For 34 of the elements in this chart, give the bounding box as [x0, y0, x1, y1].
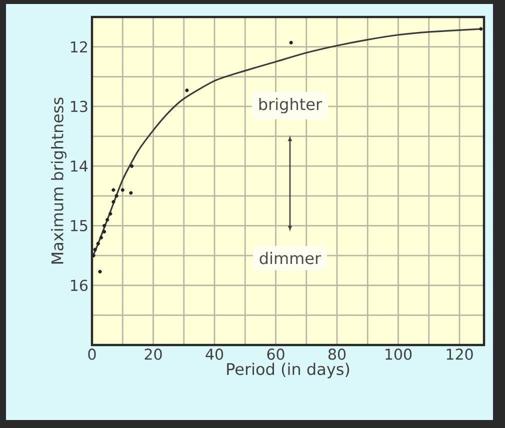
y-tick-label: 13 — [71, 100, 88, 112]
point — [479, 27, 483, 31]
point — [130, 164, 134, 168]
point — [98, 270, 102, 274]
point — [92, 254, 96, 258]
point — [289, 40, 293, 44]
y-tick-label: 15 — [71, 220, 88, 232]
point — [106, 218, 110, 222]
point — [120, 188, 124, 192]
point — [129, 191, 133, 195]
y-tick-label: 16 — [71, 280, 88, 292]
point — [185, 88, 189, 92]
x-tick-label: 0 — [88, 348, 96, 360]
x-tick-label: 100 — [386, 348, 412, 360]
x-tick-label: 60 — [267, 348, 284, 360]
point — [96, 242, 100, 246]
x-axis-title: Period (in days) — [227, 362, 350, 378]
annotation: dimmer — [260, 252, 322, 264]
x-tick-label: 80 — [328, 348, 346, 360]
point — [112, 188, 116, 192]
point — [99, 236, 103, 240]
point — [114, 194, 118, 198]
point — [108, 212, 112, 216]
x-tick-label: 40 — [206, 348, 224, 360]
point — [93, 248, 97, 252]
annotation: brighter — [259, 98, 322, 114]
y-axis-title: Maximum brightness — [51, 98, 67, 264]
y-tick-label: 12 — [71, 41, 87, 52]
point — [102, 224, 106, 228]
point — [102, 230, 106, 234]
x-tick-label: 20 — [144, 348, 162, 360]
x-tick-label: 120 — [446, 348, 473, 360]
y-tick-label: 14 — [71, 160, 88, 172]
point — [112, 200, 116, 204]
